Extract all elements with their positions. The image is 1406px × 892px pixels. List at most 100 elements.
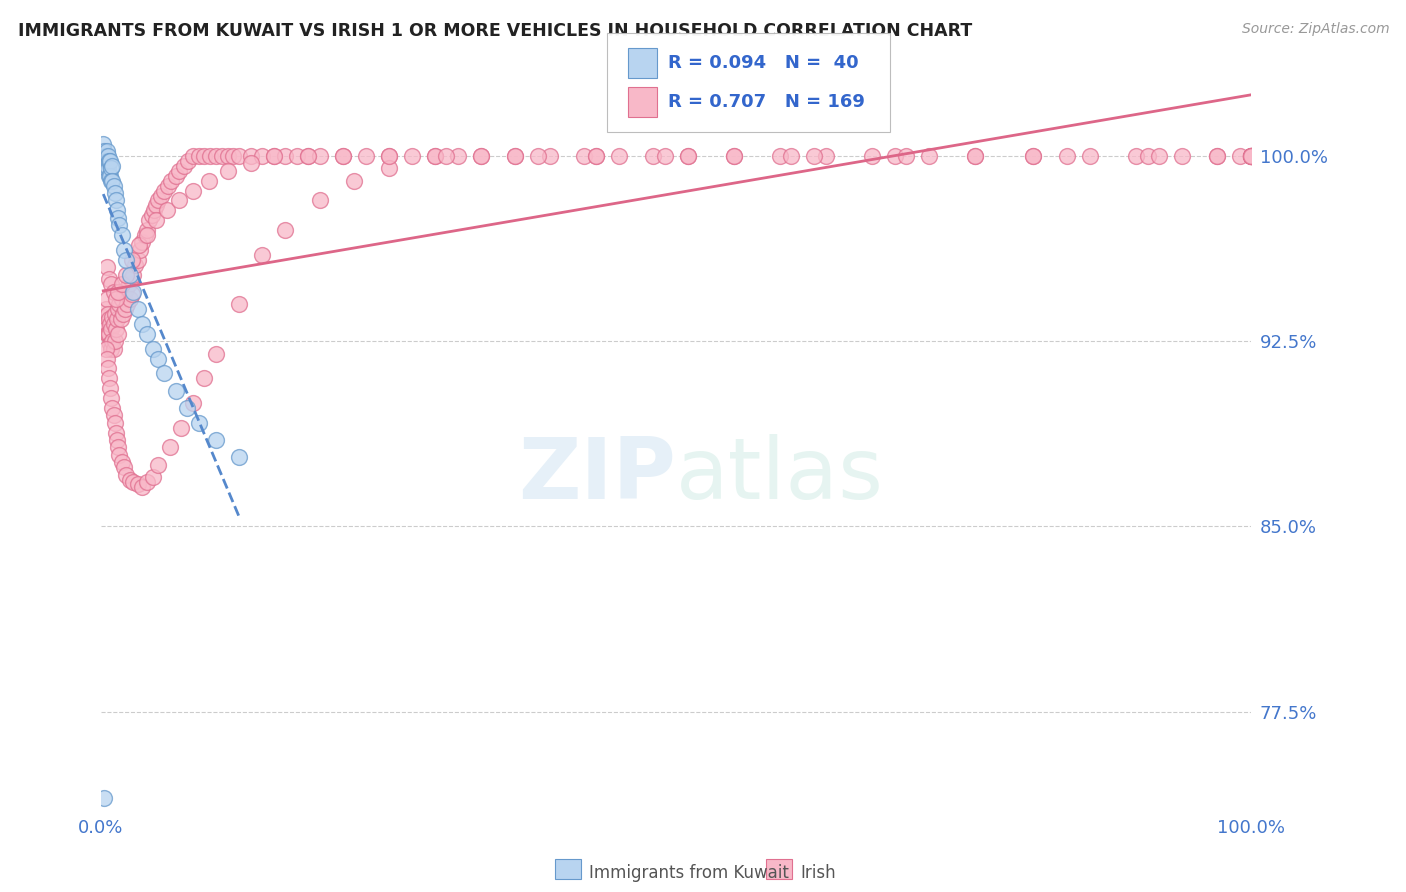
Point (104, 194, 127, 208)
Point (148, 194, 170, 208)
Point (470, 149, 492, 163)
Point (98, 336, 121, 351)
Point (723, 149, 745, 163)
Point (148, 458, 170, 472)
Point (145, 213, 167, 227)
Point (94, 302, 117, 317)
Point (156, 178, 179, 193)
Point (205, 433, 228, 447)
Point (104, 186, 127, 200)
Point (101, 174, 124, 188)
Point (112, 287, 135, 301)
Text: Source: ZipAtlas.com: Source: ZipAtlas.com (1241, 22, 1389, 37)
Point (127, 252, 149, 267)
Point (114, 302, 136, 317)
Point (93, 144, 115, 158)
Point (136, 326, 159, 341)
Point (860, 149, 883, 163)
Point (100, 174, 122, 188)
Point (101, 310, 124, 324)
Point (96, 292, 118, 306)
Point (131, 235, 153, 250)
Point (187, 416, 209, 430)
Point (274, 149, 297, 163)
Point (1136, 149, 1159, 163)
Point (1240, 149, 1263, 163)
Point (98, 153, 121, 168)
Point (136, 227, 159, 242)
Point (122, 475, 145, 489)
Point (1171, 149, 1194, 163)
Point (103, 317, 125, 331)
Text: IMMIGRANTS FROM KUWAIT VS IRISH 1 OR MORE VEHICLES IN HOUSEHOLD CORRELATION CHAR: IMMIGRANTS FROM KUWAIT VS IRISH 1 OR MOR… (18, 22, 973, 40)
Point (105, 312, 128, 326)
Point (110, 312, 132, 326)
Point (354, 149, 377, 163)
Point (155, 203, 177, 218)
Point (181, 184, 204, 198)
Point (607, 149, 630, 163)
Point (181, 396, 204, 410)
Point (308, 194, 330, 208)
Point (332, 149, 354, 163)
Point (343, 174, 366, 188)
Point (165, 169, 187, 183)
Text: Immigrants from Kuwait: Immigrants from Kuwait (589, 864, 789, 882)
Point (111, 455, 134, 469)
Point (1240, 149, 1263, 163)
Point (103, 285, 125, 299)
Point (104, 416, 127, 430)
Point (274, 223, 297, 237)
Point (104, 425, 127, 440)
Point (98, 153, 121, 168)
Point (1205, 149, 1227, 163)
Point (228, 297, 250, 311)
Point (131, 317, 153, 331)
Point (1022, 149, 1045, 163)
Point (98, 381, 121, 395)
Point (107, 441, 129, 455)
Point (1078, 149, 1101, 163)
Point (153, 184, 176, 198)
Point (120, 272, 142, 286)
Point (134, 227, 156, 242)
Point (285, 149, 308, 163)
Point (193, 149, 215, 163)
Point (117, 277, 139, 292)
Point (103, 342, 125, 356)
Point (136, 475, 159, 489)
Point (377, 149, 399, 163)
Point (1240, 149, 1263, 163)
Point (585, 149, 607, 163)
Point (100, 277, 122, 292)
Point (93, 153, 115, 168)
Point (94, 149, 117, 163)
Point (239, 149, 262, 163)
Point (101, 159, 124, 173)
Point (111, 277, 134, 292)
Point (167, 163, 190, 178)
Point (105, 433, 128, 447)
Point (104, 334, 127, 349)
Point (177, 153, 200, 168)
Point (131, 480, 153, 494)
Point (100, 342, 122, 356)
Point (108, 448, 131, 462)
Point (96, 351, 118, 366)
Point (1240, 149, 1263, 163)
Point (103, 409, 125, 423)
Point (142, 342, 165, 356)
Point (228, 149, 250, 163)
Point (572, 149, 595, 163)
Point (176, 401, 198, 415)
Point (446, 149, 468, 163)
Point (153, 367, 176, 381)
Point (423, 149, 446, 163)
Point (98, 272, 121, 286)
Point (148, 351, 170, 366)
Point (250, 248, 273, 262)
Point (97, 149, 120, 163)
Point (128, 238, 150, 252)
Point (250, 149, 273, 163)
Point (297, 149, 319, 163)
